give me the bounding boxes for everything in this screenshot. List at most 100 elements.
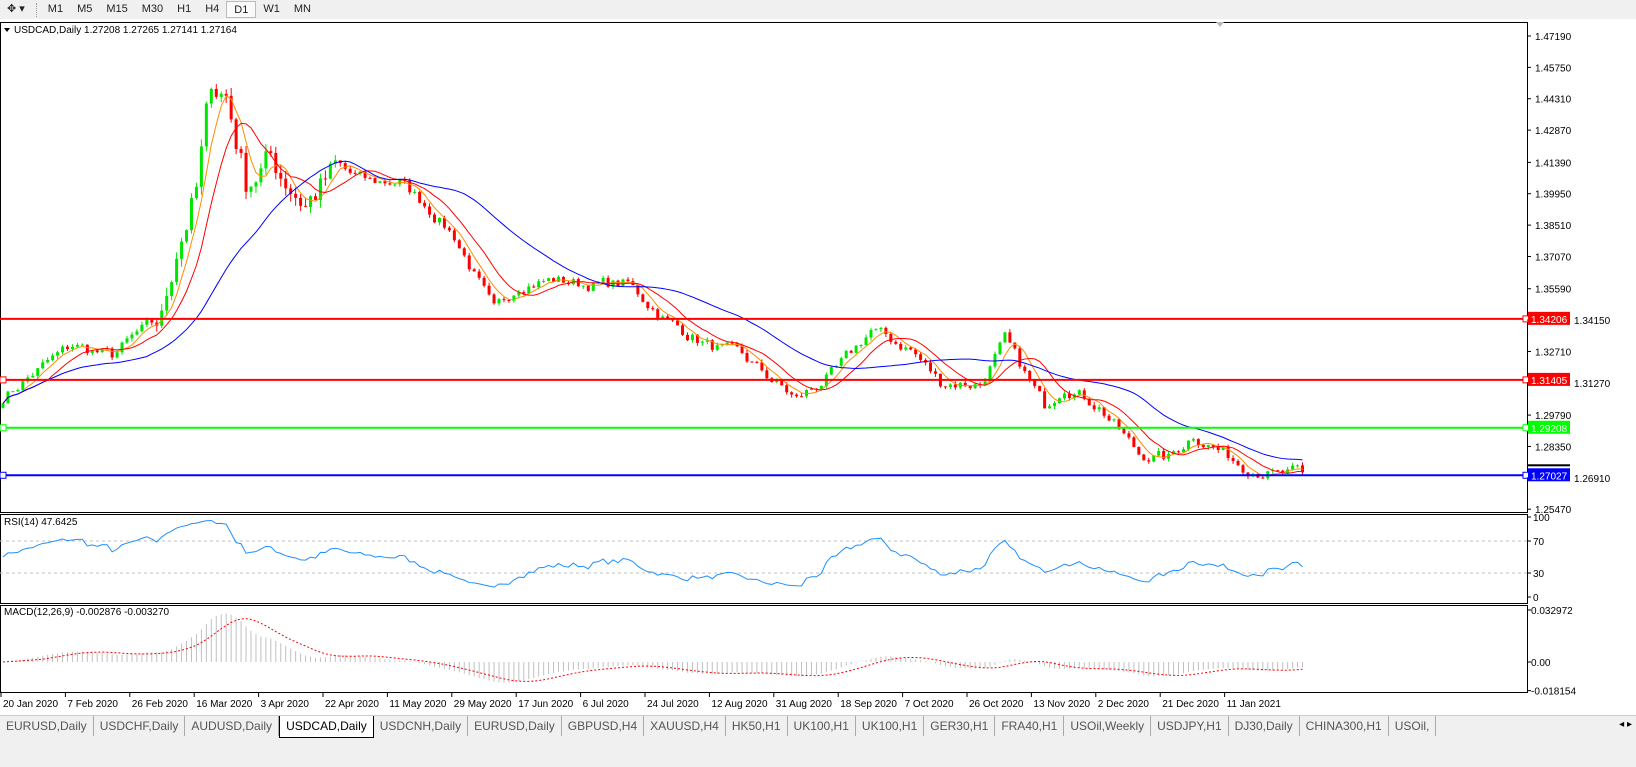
- chart-tab[interactable]: USOil,: [1389, 716, 1437, 736]
- macd-tick-label: -0.018154: [1531, 687, 1576, 698]
- candle-body: [1216, 446, 1220, 450]
- candle-body: [343, 163, 347, 169]
- candle-body: [1, 403, 5, 408]
- date-label: 26 Feb 2020: [132, 699, 189, 710]
- candle-body: [581, 285, 585, 287]
- chart-tab[interactable]: GBPUSD,H4: [562, 716, 645, 736]
- candle-body: [507, 299, 511, 301]
- candle-body: [1043, 391, 1047, 409]
- candle-body: [309, 196, 313, 207]
- candle-body: [805, 389, 809, 397]
- candle-body: [750, 361, 754, 363]
- price-tick-label: 1.47190: [1535, 32, 1572, 43]
- candle-body: [428, 206, 432, 215]
- candle-body: [348, 168, 352, 173]
- candle-body: [919, 354, 923, 360]
- candle-body: [795, 394, 799, 397]
- candle-body: [1137, 446, 1141, 455]
- chart-tab[interactable]: AUDUSD,Daily: [185, 716, 280, 736]
- rsi-line: [2, 519, 1303, 588]
- chart-shift-marker[interactable]: [1216, 22, 1224, 27]
- candle-body: [983, 381, 987, 386]
- period-m15[interactable]: M15: [106, 3, 128, 15]
- period-h1[interactable]: H1: [177, 3, 192, 15]
- price-tick-label: 1.45750: [1535, 63, 1572, 74]
- price-tick-label: 1.32710: [1535, 347, 1572, 358]
- candle-body: [705, 340, 709, 342]
- candle-body: [1003, 332, 1007, 343]
- candle-body: [61, 346, 65, 353]
- chart-tab[interactable]: USDCHF,Daily: [94, 716, 186, 736]
- period-m5[interactable]: M5: [77, 3, 93, 15]
- hline-price-label: 1.31405: [1531, 376, 1568, 387]
- candle-body: [646, 301, 650, 309]
- period-m30[interactable]: M30: [141, 3, 164, 15]
- candle-body: [884, 327, 888, 335]
- candle-body: [904, 347, 908, 350]
- line-handle[interactable]: [0, 424, 7, 432]
- chart-tab[interactable]: USDCAD,Daily: [279, 716, 374, 738]
- candle-body: [36, 368, 40, 376]
- candle-body: [239, 149, 243, 153]
- candle-body: [1038, 385, 1042, 392]
- chart-tab[interactable]: UK100,H1: [856, 716, 925, 736]
- chart-tab[interactable]: FRA40,H1: [995, 716, 1065, 736]
- line-handle[interactable]: [0, 471, 7, 479]
- chart-tab[interactable]: GER30,H1: [924, 716, 996, 736]
- crosshair-dropdown[interactable]: ✥ ▾: [7, 3, 25, 15]
- candle-body: [800, 396, 804, 398]
- chart-tab[interactable]: XAUUSD,H4: [644, 716, 726, 736]
- candle-body: [51, 355, 55, 360]
- moving-average-5: [2, 95, 1303, 477]
- candle-body: [1092, 405, 1096, 410]
- chart-tab[interactable]: HK50,H1: [726, 716, 788, 736]
- chart-tab[interactable]: DJ30,Daily: [1229, 716, 1300, 736]
- candle-body: [685, 334, 689, 341]
- chart-tab[interactable]: USDJPY,H1: [1151, 716, 1229, 736]
- candle-body: [477, 271, 481, 278]
- candle-body: [1033, 379, 1037, 386]
- candle-body: [1211, 445, 1215, 447]
- date-label: 7 Feb 2020: [67, 699, 118, 710]
- candle-body: [829, 366, 833, 375]
- candle-body: [140, 324, 144, 332]
- chart-window[interactable]: 1.47190 1.45750 1.44310 1.42870 1.41390 1.399…: [0, 0, 1636, 715]
- candle-body: [859, 345, 863, 347]
- candle-body: [155, 322, 159, 326]
- chart-tab[interactable]: EURUSD,Daily: [0, 716, 94, 736]
- period-m1[interactable]: M1: [47, 3, 64, 15]
- chart-tab[interactable]: USOil,Weekly: [1064, 716, 1152, 736]
- candle-body: [1231, 458, 1235, 462]
- candle-body: [1221, 446, 1225, 450]
- line-handle[interactable]: [0, 376, 7, 384]
- candle-body: [780, 380, 784, 386]
- candle-body: [21, 381, 25, 391]
- candle-body: [1181, 449, 1185, 453]
- macd-tick-label: 0.032972: [1531, 606, 1573, 617]
- rsi-label: RSI(14) 47.6425: [4, 517, 78, 528]
- period-mn[interactable]: MN: [293, 3, 311, 15]
- chart-tab[interactable]: CHINA300,H1: [1300, 716, 1389, 736]
- period-w1[interactable]: W1: [263, 3, 280, 15]
- period-h4[interactable]: H4: [205, 3, 220, 15]
- chart-tab[interactable]: USDCNH,Daily: [374, 716, 469, 736]
- price-tick-label: 1.34150: [1574, 316, 1611, 327]
- candle-body: [869, 330, 873, 338]
- candle-body: [358, 171, 362, 174]
- period-d1[interactable]: D1: [226, 1, 257, 18]
- chart-tab[interactable]: UK100,H1: [788, 716, 856, 736]
- tab-scroll-arrows[interactable]: ◂ ▸: [1619, 719, 1632, 730]
- candle-body: [418, 191, 422, 203]
- candle-body: [914, 349, 918, 355]
- candle-body: [269, 151, 273, 153]
- candle-body: [318, 178, 322, 200]
- collapse-triangle-icon[interactable]: [4, 28, 10, 32]
- rsi-panel: [0, 514, 1528, 604]
- candle-body: [264, 151, 268, 169]
- candle-body: [1186, 440, 1190, 450]
- chart-tab[interactable]: EURUSD,Daily: [468, 716, 562, 736]
- candle-body: [1162, 450, 1166, 459]
- candle-body: [929, 362, 933, 372]
- price-tick-label: 1.41390: [1535, 158, 1572, 169]
- candle-body: [1102, 407, 1106, 416]
